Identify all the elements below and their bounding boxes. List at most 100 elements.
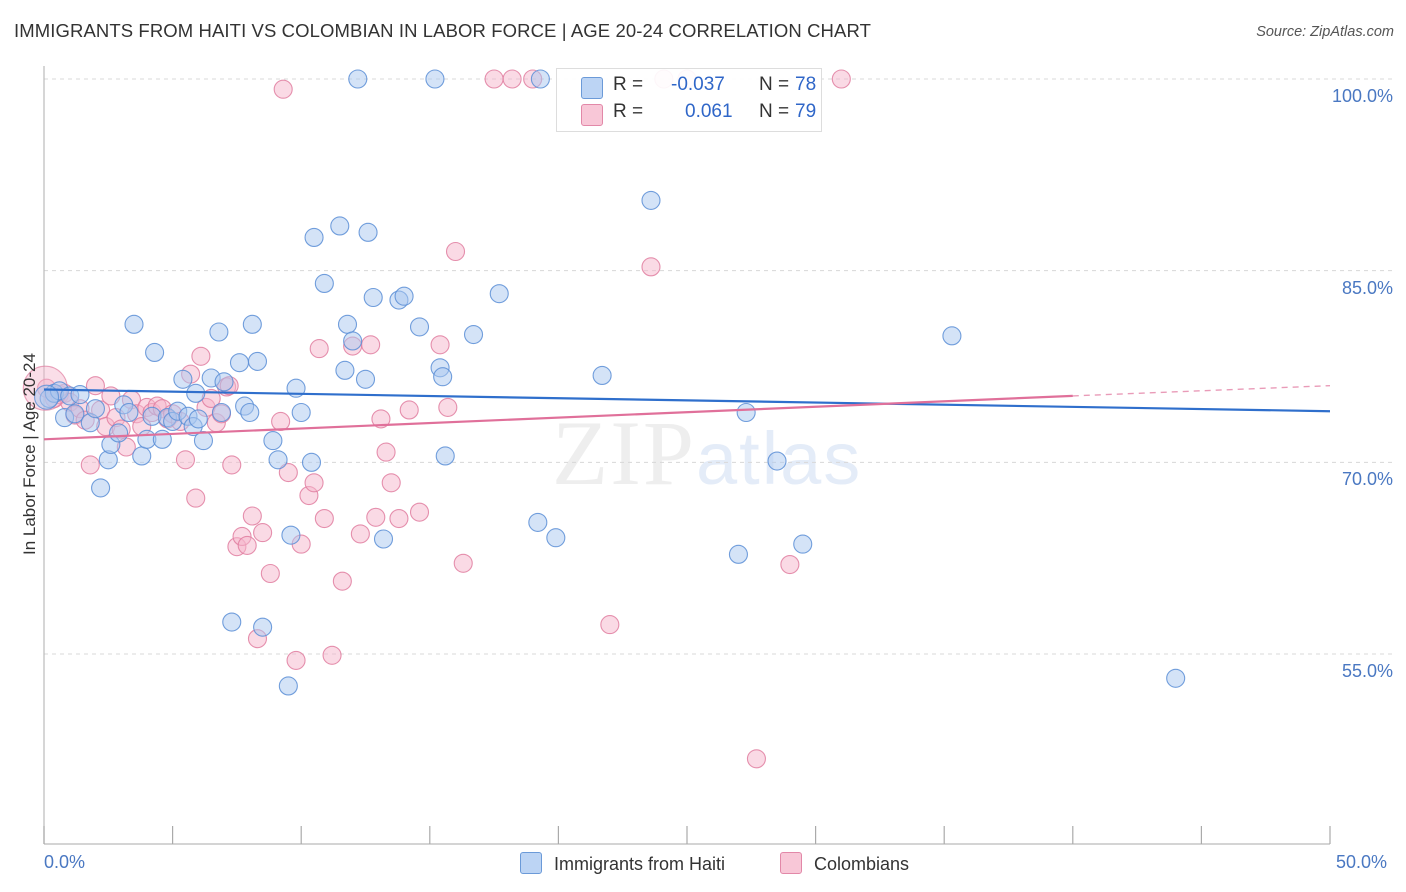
haiti-point xyxy=(435,446,455,466)
haiti-point xyxy=(70,385,90,405)
haiti-point xyxy=(85,399,105,419)
y-tick-label: 85.0% xyxy=(1341,277,1393,298)
haiti-point xyxy=(767,451,787,471)
haiti-point xyxy=(301,452,322,472)
colombian-point xyxy=(600,615,620,635)
colombian-point xyxy=(453,553,473,573)
colombian-point xyxy=(361,335,381,355)
haiti-point xyxy=(409,317,430,337)
haiti-point xyxy=(263,431,283,451)
colombian-trend-line xyxy=(43,394,1073,441)
legend-r-label: R = xyxy=(613,101,644,122)
legend-n-label: N = xyxy=(759,101,790,122)
haiti-point xyxy=(173,369,193,389)
x-tick-max: 50.0% xyxy=(1336,852,1388,872)
legend-label-colombian: Colombians xyxy=(814,854,910,874)
watermark: ZIPatlas xyxy=(552,400,862,506)
haiti-point xyxy=(124,314,144,334)
haiti-point xyxy=(463,325,484,345)
haiti-point xyxy=(343,331,363,351)
haiti-points xyxy=(34,69,1186,696)
colombian-swatch xyxy=(581,104,603,126)
haiti-point xyxy=(214,372,234,392)
colombian-point xyxy=(304,473,324,493)
colombian-point xyxy=(278,463,298,483)
colombian-point xyxy=(371,409,391,429)
haiti-point xyxy=(186,383,206,403)
colombian-point xyxy=(430,335,450,355)
colombian-point xyxy=(381,473,401,493)
haiti-point xyxy=(373,529,394,549)
haiti-point xyxy=(209,322,229,342)
colombian-legend-swatch xyxy=(780,852,802,874)
colombian-point xyxy=(222,455,242,475)
colombian-point xyxy=(242,506,262,526)
colombian-point xyxy=(253,523,273,543)
haiti-point xyxy=(222,612,242,632)
colombian-point xyxy=(484,69,504,89)
haiti-point xyxy=(394,286,414,306)
colombian-point xyxy=(399,400,419,420)
colombian-point xyxy=(237,535,257,555)
haiti-swatch xyxy=(581,77,603,99)
haiti-point xyxy=(1166,668,1186,688)
haiti-point xyxy=(91,478,111,498)
haiti-point xyxy=(314,273,334,293)
legend-r-value: -0.037 xyxy=(671,74,725,95)
y-axis-label: In Labor Force | Age 20-24 xyxy=(20,353,39,555)
legend-n-value: 78 xyxy=(795,74,817,95)
y-tick-label: 70.0% xyxy=(1341,469,1393,490)
legend-item-haiti: Immigrants from Haiti xyxy=(520,852,725,875)
haiti-point xyxy=(193,431,214,451)
colombian-point xyxy=(780,555,800,575)
haiti-trend-line xyxy=(43,388,1331,413)
colombian-trend-extension xyxy=(1072,384,1331,397)
colombian-point xyxy=(314,509,334,529)
legend-n-label: N = xyxy=(759,74,790,95)
colombian-point xyxy=(286,650,306,670)
haiti-point xyxy=(348,69,368,89)
haiti-point xyxy=(489,284,509,304)
x-tick-min: 0.0% xyxy=(44,852,86,872)
colombian-point xyxy=(746,749,766,769)
legend-n-value: 79 xyxy=(795,101,817,122)
haiti-legend-swatch xyxy=(520,852,542,874)
colombian-point xyxy=(409,502,430,522)
colombian-point xyxy=(438,397,458,417)
colombian-points xyxy=(22,69,851,769)
haiti-point xyxy=(65,404,85,424)
haiti-point xyxy=(278,676,298,696)
haiti-point xyxy=(242,314,262,334)
haiti-point xyxy=(528,512,548,532)
haiti-point xyxy=(229,353,250,373)
colombian-point xyxy=(186,488,206,508)
haiti-point xyxy=(119,402,139,423)
axes xyxy=(43,66,1331,845)
y-tick-label: 100.0% xyxy=(1331,86,1393,106)
haiti-point xyxy=(530,69,550,89)
haiti-point xyxy=(109,423,129,443)
haiti-point xyxy=(330,216,350,236)
colombian-point xyxy=(641,257,661,277)
haiti-point xyxy=(188,409,208,429)
haiti-point xyxy=(942,326,962,346)
legend-r-value: 0.061 xyxy=(685,101,733,122)
haiti-point xyxy=(281,525,301,545)
colombian-point xyxy=(80,455,100,475)
legend-label-haiti: Immigrants from Haiti xyxy=(554,854,726,874)
y-tick-label: 55.0% xyxy=(1341,661,1393,681)
trend-lines xyxy=(43,384,1331,441)
haiti-point xyxy=(253,617,273,637)
haiti-cluster-point xyxy=(34,384,60,410)
haiti-point xyxy=(335,360,355,380)
colombian-point xyxy=(502,69,522,89)
haiti-point xyxy=(211,402,232,423)
colombian-point xyxy=(376,442,396,462)
colombian-point xyxy=(309,339,329,359)
haiti-point xyxy=(641,190,661,210)
colombian-point xyxy=(366,507,386,527)
colombian-point xyxy=(350,524,370,544)
haiti-point xyxy=(247,351,268,371)
haiti-point xyxy=(355,369,376,389)
